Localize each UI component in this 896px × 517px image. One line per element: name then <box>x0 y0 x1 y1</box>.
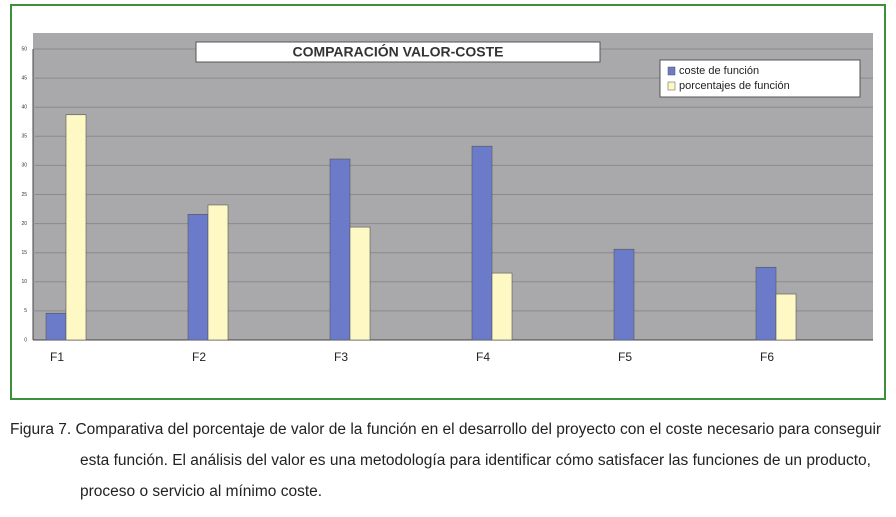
y-tick-label: 0 <box>24 337 27 343</box>
bar <box>45 312 67 341</box>
legend-label: coste de función <box>679 65 759 77</box>
y-tick-label: 10 <box>21 279 27 285</box>
bar <box>187 213 209 341</box>
bar <box>491 272 513 341</box>
caption: Figura 7. Comparativa del porcentaje de … <box>10 421 882 500</box>
chart: 0 5 10 15 20 25 30 35 40 45 50 COMPARACIÓN VALOR-C… <box>10 4 886 400</box>
legend-box <box>659 59 861 98</box>
y-tick-label: 25 <box>21 192 27 198</box>
bar <box>207 204 229 341</box>
bar <box>329 158 351 341</box>
bar <box>65 114 87 341</box>
chart-title: COMPARACIÓN VALOR-COSTE <box>292 43 503 60</box>
bar <box>755 266 777 341</box>
x-tick-label: F4 <box>476 350 490 364</box>
y-tick-label: 40 <box>21 105 27 111</box>
x-tick-label: F1 <box>50 350 64 364</box>
x-tick-label: F2 <box>192 350 206 364</box>
y-tick-label: 20 <box>21 221 27 227</box>
bar <box>775 293 797 341</box>
x-tick-label: F3 <box>334 350 348 364</box>
legend-label: porcentajes de función <box>679 80 790 92</box>
legend-swatch <box>667 81 676 91</box>
y-tick-label: 30 <box>21 163 27 169</box>
bar <box>349 226 371 341</box>
legend-swatch <box>667 66 676 76</box>
y-tick-label: 50 <box>21 46 27 52</box>
bar <box>613 248 635 341</box>
x-tick-label: F6 <box>760 350 774 364</box>
y-tick-label: 15 <box>21 250 27 256</box>
y-tick-label: 5 <box>24 308 27 314</box>
title-box <box>195 41 601 63</box>
bar <box>471 145 493 341</box>
y-tick-label: 35 <box>21 134 27 140</box>
y-tick-label: 45 <box>21 75 27 81</box>
x-tick-label: F5 <box>618 350 632 364</box>
